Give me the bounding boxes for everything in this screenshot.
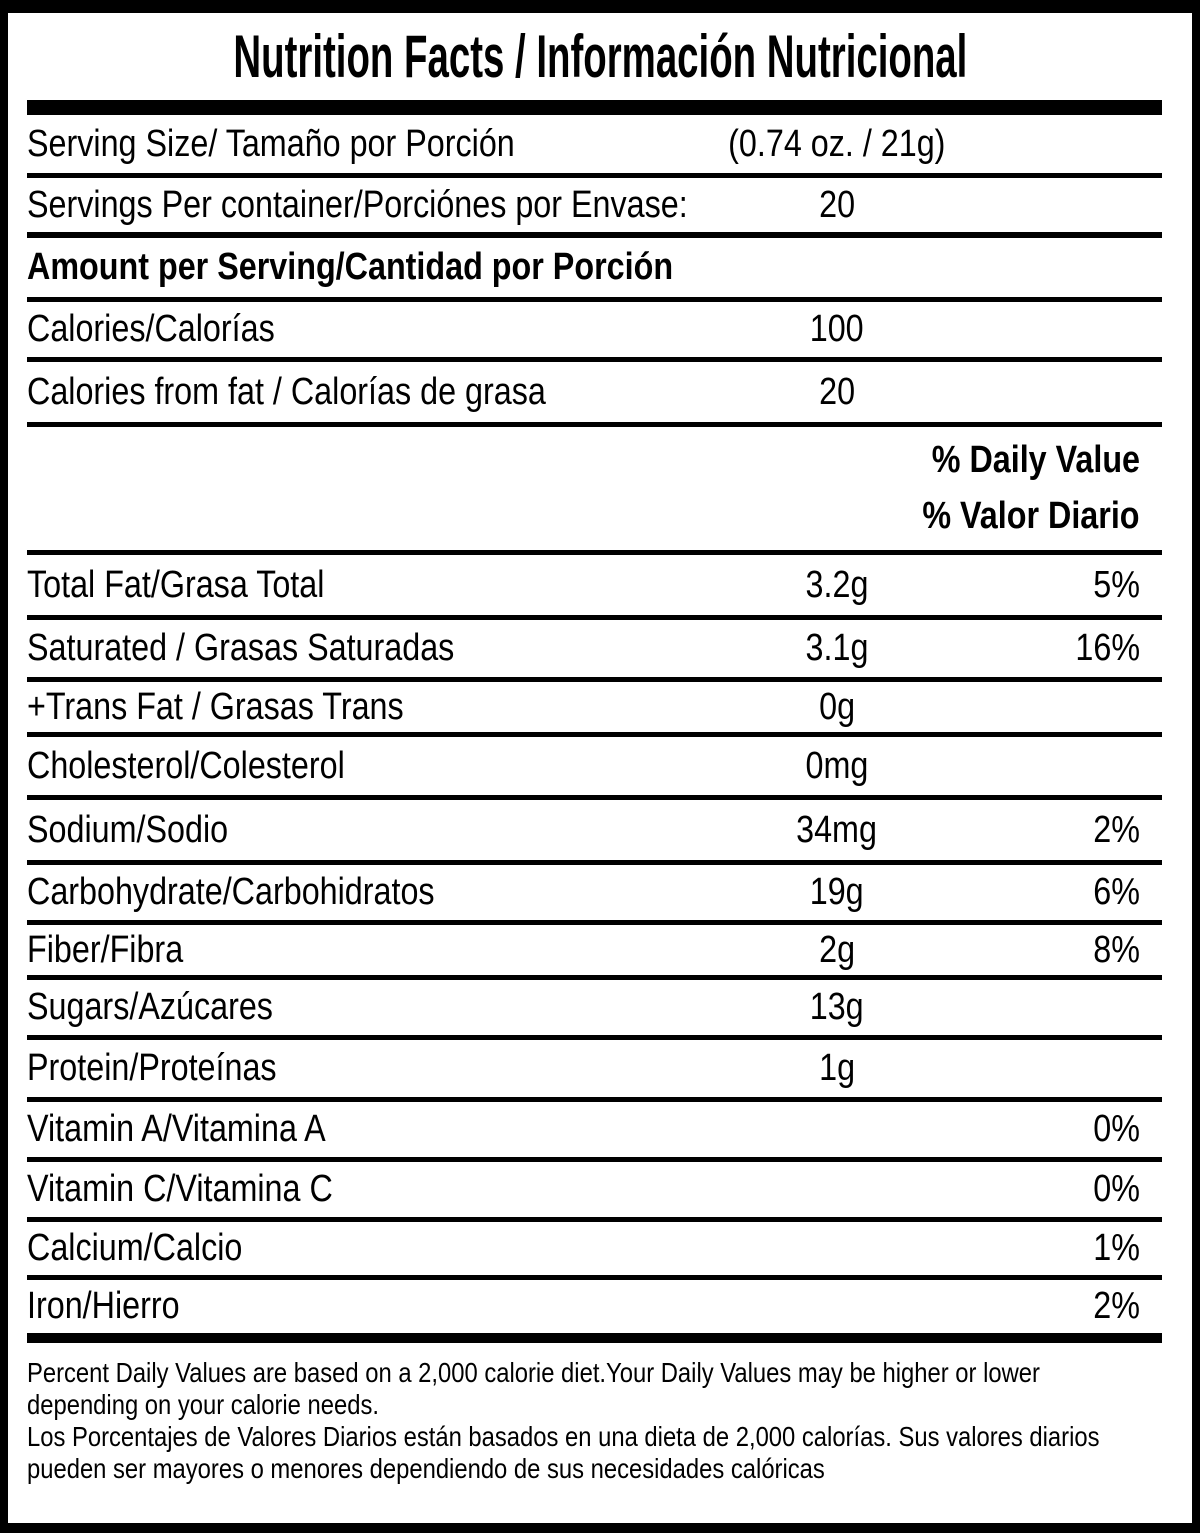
row-calories-from-fat: Calories from fat / Calorías de grasa 20 <box>27 362 1162 427</box>
servings-per-container-value: 20 <box>819 183 855 226</box>
nutrient-label: Saturated / Grasas Saturadas <box>27 627 455 669</box>
nutrient-dv: 8% <box>1093 928 1140 971</box>
nutrient-amount: 3.1g <box>805 627 869 669</box>
nutrient-amount: 3.2g <box>805 563 869 606</box>
nutrient-amount: 2g <box>819 928 855 971</box>
nutrient-dv: 2% <box>1093 1285 1140 1327</box>
row-total-fat: Total Fat/Grasa Total 3.2g 5% <box>27 555 1162 620</box>
nutrient-dv: 0% <box>1093 1168 1140 1210</box>
nutrient-label: Sugars/Azúcares <box>27 986 273 1028</box>
calories-from-fat-value: 20 <box>819 370 855 413</box>
row-carbohydrate: Carbohydrate/Carbohidratos 19g 6% <box>27 865 1162 925</box>
row-iron: Iron/Hierro 2% <box>27 1280 1162 1343</box>
label-body: Serving Size/ Tamaño por Porción (0.74 o… <box>27 100 1162 1485</box>
row-fiber: Fiber/Fibra 2g 8% <box>27 925 1162 980</box>
nutrient-label: +Trans Fat / Grasas Trans <box>27 685 404 728</box>
servings-per-container-label: Servings Per container/Porciónes por Env… <box>27 183 688 226</box>
nutrient-dv: 6% <box>1093 871 1140 913</box>
serving-size-label: Serving Size/ Tamaño por Porción <box>27 122 515 165</box>
row-protein: Protein/Proteínas 1g <box>27 1040 1162 1102</box>
calories-label: Calories/Calorías <box>27 308 275 350</box>
nutrient-label: Vitamin A/Vitamina A <box>27 1108 326 1150</box>
nutrient-label: Vitamin C/Vitamina C <box>27 1168 333 1210</box>
daily-value-header-en: % Daily Value <box>931 439 1140 482</box>
row-serving-size: Serving Size/ Tamaño por Porción (0.74 o… <box>27 115 1162 178</box>
nutrient-dv: 5% <box>1093 563 1140 606</box>
row-calcium: Calcium/Calcio 1% <box>27 1222 1162 1280</box>
label-title: Nutrition Facts / Información Nutriciona… <box>233 23 967 90</box>
nutrient-label: Total Fat/Grasa Total <box>27 563 325 606</box>
label-header: Nutrition Facts / Información Nutriciona… <box>8 13 1192 100</box>
footnote: Percent Daily Values are based on a 2,00… <box>27 1343 1162 1485</box>
footnote-english: Percent Daily Values are based on a 2,00… <box>27 1357 1040 1420</box>
row-calories: Calories/Calorías 100 <box>27 302 1162 362</box>
nutrient-label: Cholesterol/Colesterol <box>27 744 345 787</box>
nutrient-dv: 0% <box>1093 1108 1140 1150</box>
nutrient-amount: 1g <box>819 1047 855 1089</box>
calories-from-fat-label: Calories from fat / Calorías de grasa <box>27 370 546 413</box>
nutrient-label: Carbohydrate/Carbohidratos <box>27 871 435 913</box>
row-trans-fat: +Trans Fat / Grasas Trans 0g <box>27 682 1162 737</box>
row-saturated-fat: Saturated / Grasas Saturadas 3.1g 16% <box>27 620 1162 682</box>
row-servings-per-container: Servings Per container/Porciónes por Env… <box>27 178 1162 238</box>
nutrient-amount: 0mg <box>805 744 869 787</box>
daily-value-header-block: % Daily Value % Valor Diario <box>27 427 1162 555</box>
nutrient-dv: 2% <box>1093 808 1140 851</box>
calories-value: 100 <box>810 308 864 350</box>
nutrient-dv: 16% <box>1075 627 1140 669</box>
footnote-spanish: Los Porcentajes de Valores Diarios están… <box>27 1421 1100 1484</box>
nutrient-amount: 34mg <box>796 808 878 851</box>
nutrient-amount: 19g <box>810 871 864 913</box>
nutrient-label: Calcium/Calcio <box>27 1227 243 1269</box>
nutrient-label: Fiber/Fibra <box>27 928 184 971</box>
row-vitamin-c: Vitamin C/Vitamina C 0% <box>27 1162 1162 1222</box>
nutrient-label: Sodium/Sodio <box>27 808 229 851</box>
row-vitamin-a: Vitamin A/Vitamina A 0% <box>27 1102 1162 1162</box>
nutrient-amount: 0g <box>819 685 855 728</box>
nutrient-amount: 13g <box>810 986 864 1028</box>
row-sodium: Sodium/Sodio 34mg 2% <box>27 800 1162 865</box>
row-amount-per-serving-header: Amount per Serving/Cantidad por Porción <box>27 238 1162 302</box>
nutrient-label: Protein/Proteínas <box>27 1047 277 1089</box>
daily-value-header-es: % Valor Diario <box>922 494 1140 537</box>
nutrient-label: Iron/Hierro <box>27 1285 180 1327</box>
nutrient-dv: 1% <box>1093 1227 1140 1269</box>
row-cholesterol: Cholesterol/Colesterol 0mg <box>27 737 1162 800</box>
header-divider-bar <box>27 100 1162 115</box>
serving-size-value: (0.74 oz. / 21g) <box>728 122 946 165</box>
row-sugars: Sugars/Azúcares 13g <box>27 980 1162 1040</box>
amount-per-serving-header: Amount per Serving/Cantidad por Porción <box>27 246 674 288</box>
